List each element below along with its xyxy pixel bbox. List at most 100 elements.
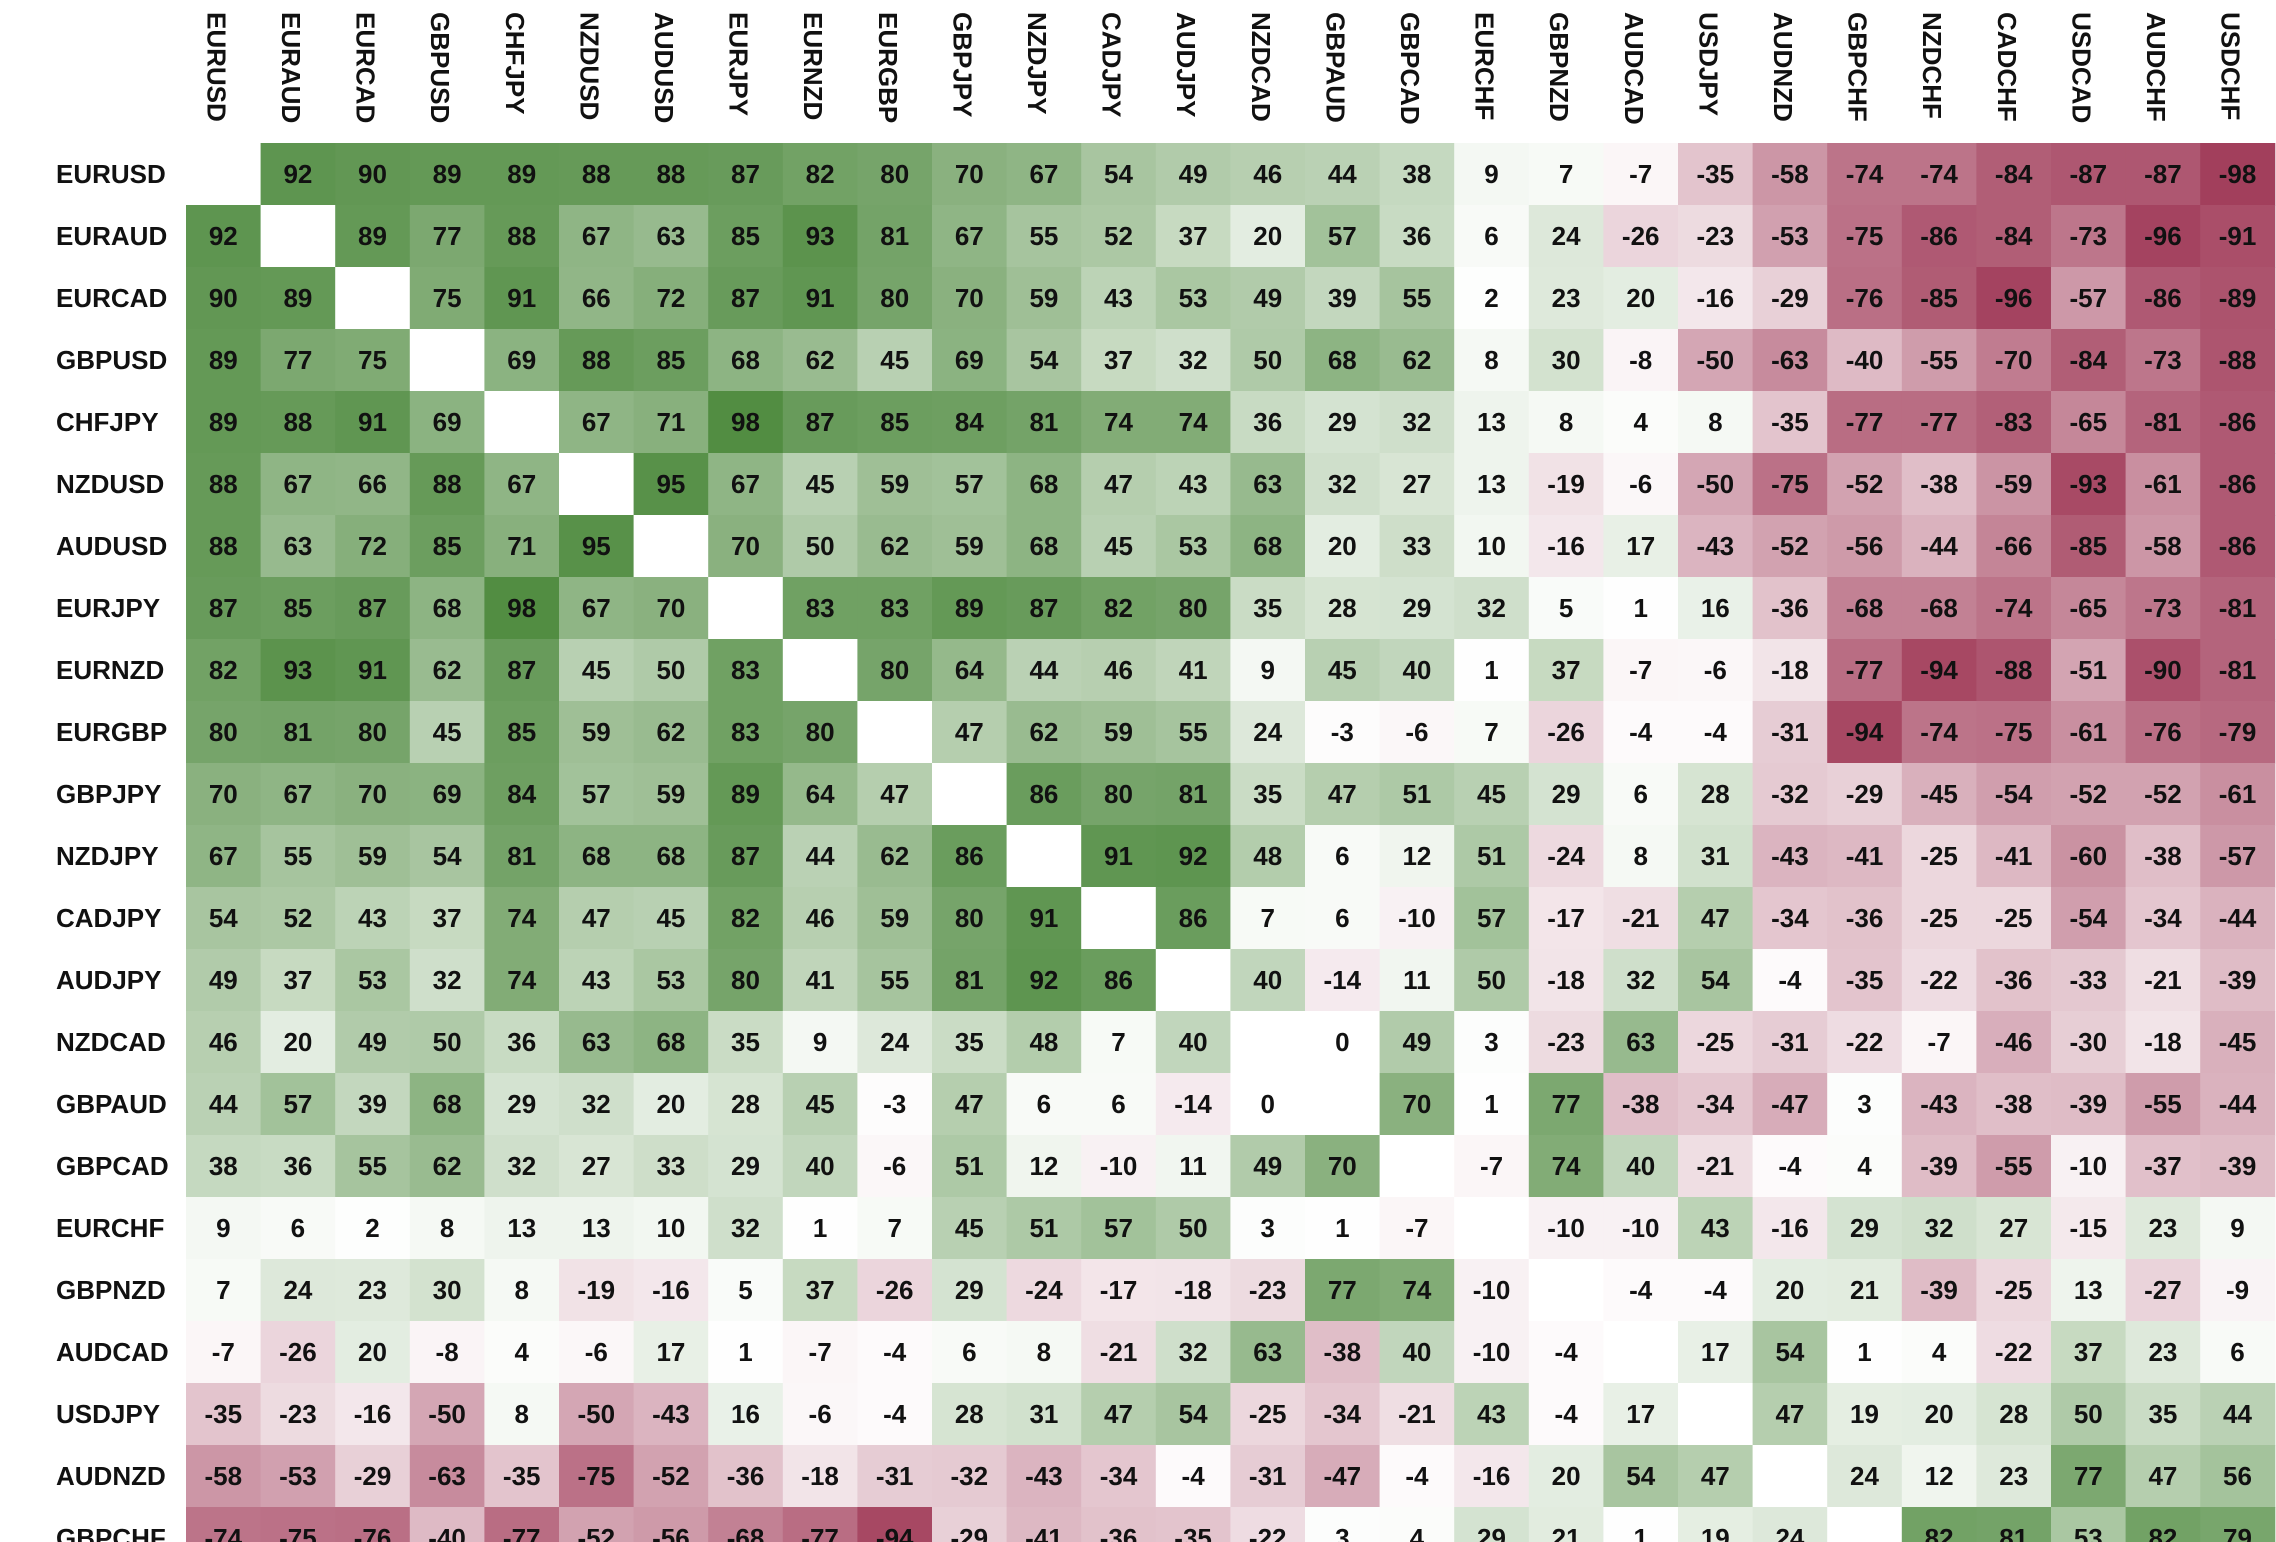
cell-value: -3 — [1331, 717, 1354, 747]
cell-value: -4 — [1629, 1275, 1653, 1305]
cell-value: 28 — [731, 1089, 760, 1119]
cell-value: -25 — [1249, 1399, 1287, 1429]
cell-value: -10 — [1100, 1151, 1138, 1181]
cell-gbpnzd-gbpaud — [1305, 1259, 1381, 1322]
cell-value: 47 — [582, 903, 611, 933]
cell-value: 37 — [283, 965, 312, 995]
cell-nzdcad-nzdjpy — [1006, 1011, 1082, 1074]
cell-gbpchf-gbpusd — [409, 1507, 485, 1542]
cell-value: -57 — [2070, 283, 2108, 313]
cell-value: 81 — [955, 965, 984, 995]
cell-value: 3 — [1260, 1213, 1274, 1243]
cell-eurusd-nzdchf — [1901, 143, 1977, 206]
cell-nzdjpy-audjpy — [1155, 825, 1231, 888]
cell-value: -86 — [1920, 221, 1958, 251]
cell-value: 92 — [1029, 965, 1058, 995]
cell-eurgbp-euraud — [260, 701, 336, 764]
cell-eurjpy-audusd — [633, 577, 709, 640]
cell-eurcad-audjpy — [1155, 267, 1231, 330]
cell-usdjpy-chfjpy — [484, 1383, 560, 1446]
cell-value: 47 — [1775, 1399, 1804, 1429]
cell-value: 45 — [1328, 655, 1357, 685]
cell-eurchf-audchf — [2125, 1197, 2201, 1260]
cell-value: 63 — [582, 1027, 611, 1057]
cell-value: 59 — [955, 531, 984, 561]
cell-audusd-audusd — [633, 515, 709, 578]
cell-gbpaud-eurjpy — [708, 1073, 784, 1136]
cell-value: 4 — [1932, 1337, 1947, 1367]
cell-value: -9 — [2226, 1275, 2249, 1305]
cell-eurjpy-gbpaud — [1305, 577, 1381, 640]
cell-value: 87 — [806, 407, 835, 437]
cell-cadjpy-nzdchf — [1901, 887, 1977, 950]
cell-value: -38 — [1324, 1337, 1362, 1367]
cell-eurchf-chfjpy — [484, 1197, 560, 1260]
cell-value: -16 — [1547, 531, 1585, 561]
cell-audjpy-gbpusd — [409, 949, 485, 1012]
cell-value: -52 — [652, 1461, 690, 1491]
cell-eurcad-gbpjpy — [932, 267, 1008, 330]
cell-value: 55 — [1402, 283, 1431, 313]
cell-value: 6 — [1484, 221, 1498, 251]
cell-value: 4 — [1410, 1523, 1425, 1542]
cell-gbpusd-usdchf — [2200, 329, 2276, 392]
cell-eurnzd-audchf — [2125, 639, 2201, 702]
cell-value: -10 — [1473, 1275, 1511, 1305]
cell-eurchf-gbpchf — [1827, 1197, 1903, 1260]
cell-eurcad-gbpaud — [1305, 267, 1381, 330]
cell-gbpchf-nzdchf — [1901, 1507, 1977, 1542]
cell-audcad-nzdchf — [1901, 1321, 1977, 1384]
cell-value: 7 — [1559, 159, 1573, 189]
cell-audnzd-gbpjpy — [932, 1445, 1008, 1508]
cell-gbpchf-audchf — [2125, 1507, 2201, 1542]
cell-value: 81 — [1029, 407, 1058, 437]
cell-value: 46 — [209, 1027, 238, 1057]
cell-audusd-eurnzd — [782, 515, 858, 578]
cell-value: 43 — [1477, 1399, 1506, 1429]
cell-value: -43 — [652, 1399, 690, 1429]
cell-chfjpy-eurcad — [335, 391, 411, 454]
cell-value: -43 — [1920, 1089, 1958, 1119]
cell-value: -87 — [2144, 159, 2182, 189]
cell-value: 77 — [433, 221, 462, 251]
cell-value: 51 — [1029, 1213, 1058, 1243]
cell-nzdcad-eurusd — [186, 1011, 262, 1074]
cell-value: 29 — [731, 1151, 760, 1181]
cell-eurnzd-usdchf — [2200, 639, 2276, 702]
cell-value: 1 — [813, 1213, 827, 1243]
cell-value: 57 — [955, 469, 984, 499]
cell-gbpusd-eurusd — [186, 329, 262, 392]
cell-gbpchf-eurnzd — [782, 1507, 858, 1542]
cell-value: -24 — [1547, 841, 1585, 871]
cell-gbpnzd-eurnzd — [782, 1259, 858, 1322]
cell-gbpcad-audcad — [1603, 1135, 1679, 1198]
cell-value: 63 — [283, 531, 312, 561]
cell-value: -34 — [1100, 1461, 1138, 1491]
cell-value: -7 — [1405, 1213, 1428, 1243]
cell-value: -68 — [1846, 593, 1884, 623]
cell-eurgbp-gbpcad — [1379, 701, 1455, 764]
cell-eurnzd-nzdcad — [1230, 639, 1306, 702]
cell-value: 57 — [1477, 903, 1506, 933]
cell-value: -51 — [2070, 655, 2108, 685]
cell-value: 45 — [582, 655, 611, 685]
cell-cadjpy-gbpcad — [1379, 887, 1455, 950]
cell-value: 19 — [1850, 1399, 1879, 1429]
cell-value: 54 — [1179, 1399, 1208, 1429]
cell-gbpjpy-audusd — [633, 763, 709, 826]
cell-eurcad-gbpnzd — [1528, 267, 1604, 330]
cell-value: -38 — [1920, 469, 1958, 499]
cell-value: -41 — [1995, 841, 2033, 871]
cell-nzdusd-gbpnzd — [1528, 453, 1604, 516]
cell-value: 89 — [507, 159, 536, 189]
cell-gbpjpy-nzdchf — [1901, 763, 1977, 826]
cell-value: 28 — [1999, 1399, 2028, 1429]
cell-nzdcad-gbpaud — [1305, 1011, 1381, 1074]
cell-audnzd-audjpy — [1155, 1445, 1231, 1508]
cell-value: 45 — [1104, 531, 1133, 561]
cell-value: 47 — [1701, 1461, 1730, 1491]
cell-audcad-eurusd — [186, 1321, 262, 1384]
row-label-eurcad: EURCAD — [56, 283, 167, 313]
cell-euraud-usdjpy — [1678, 205, 1754, 268]
cell-eurgbp-nzdjpy — [1006, 701, 1082, 764]
